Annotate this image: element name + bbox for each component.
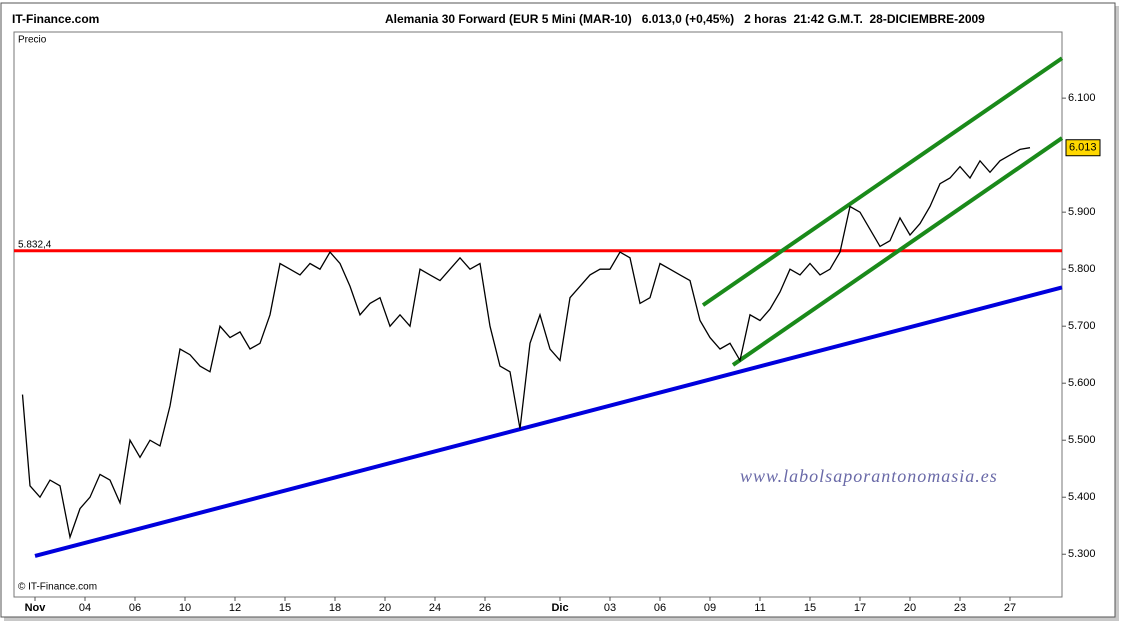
- watermark: www.labolsaporantonomasia.es: [740, 466, 998, 486]
- x-tick-label: 24: [429, 602, 441, 614]
- x-tick-label: 06: [129, 602, 141, 614]
- x-tick-label: 11: [754, 602, 765, 614]
- y-tick-label: 5.900: [1068, 206, 1096, 218]
- x-tick-label: 06: [654, 602, 666, 614]
- last-value-tag: [1065, 139, 1101, 157]
- x-tick-label: 15: [804, 602, 816, 614]
- x-tick-label: 23: [954, 602, 966, 614]
- x-tick-label: 20: [379, 602, 391, 614]
- chart-title: Alemania 30 Forward (EUR 5 Mini (MAR-10)…: [385, 12, 985, 26]
- trend-line: [34, 285, 1063, 558]
- y-tick-label: 5.400: [1068, 491, 1096, 503]
- x-tick-label: 15: [279, 602, 291, 614]
- x-tick-label: 10: [179, 602, 191, 614]
- y-tick-label: 6.100: [1068, 92, 1096, 104]
- trend-line: [731, 136, 1064, 367]
- x-tick-label: 17: [854, 602, 866, 614]
- panel-label: Precio: [18, 35, 47, 46]
- site-name: IT-Finance.com: [12, 12, 99, 26]
- x-tick-label: 09: [704, 602, 716, 614]
- x-tick-label: 18: [329, 602, 341, 614]
- y-tick-label: 5.600: [1068, 377, 1096, 389]
- x-tick-label: 04: [79, 602, 91, 614]
- copyright: © IT-Finance.com: [18, 582, 97, 593]
- trend-line: [701, 56, 1064, 307]
- x-tick-label: 27: [1004, 602, 1016, 614]
- x-tick-label: Nov: [25, 602, 47, 614]
- x-tick-label: Dic: [551, 602, 568, 614]
- y-tick-label: 5.800: [1068, 263, 1096, 275]
- y-tick-label: 5.700: [1068, 320, 1096, 332]
- price-line: [21, 147, 1031, 540]
- y-tick-label: 5.500: [1068, 434, 1096, 446]
- x-tick-label: 26: [479, 602, 491, 614]
- x-tick-label: 20: [904, 602, 916, 614]
- x-tick-label: 12: [229, 602, 241, 614]
- y-tick-label: 5.300: [1068, 548, 1096, 560]
- last-value-label: 6.013: [1069, 142, 1097, 154]
- plot-area: [13, 31, 1063, 598]
- support-label: 5.832,4: [18, 239, 52, 250]
- x-tick-label: 03: [604, 602, 616, 614]
